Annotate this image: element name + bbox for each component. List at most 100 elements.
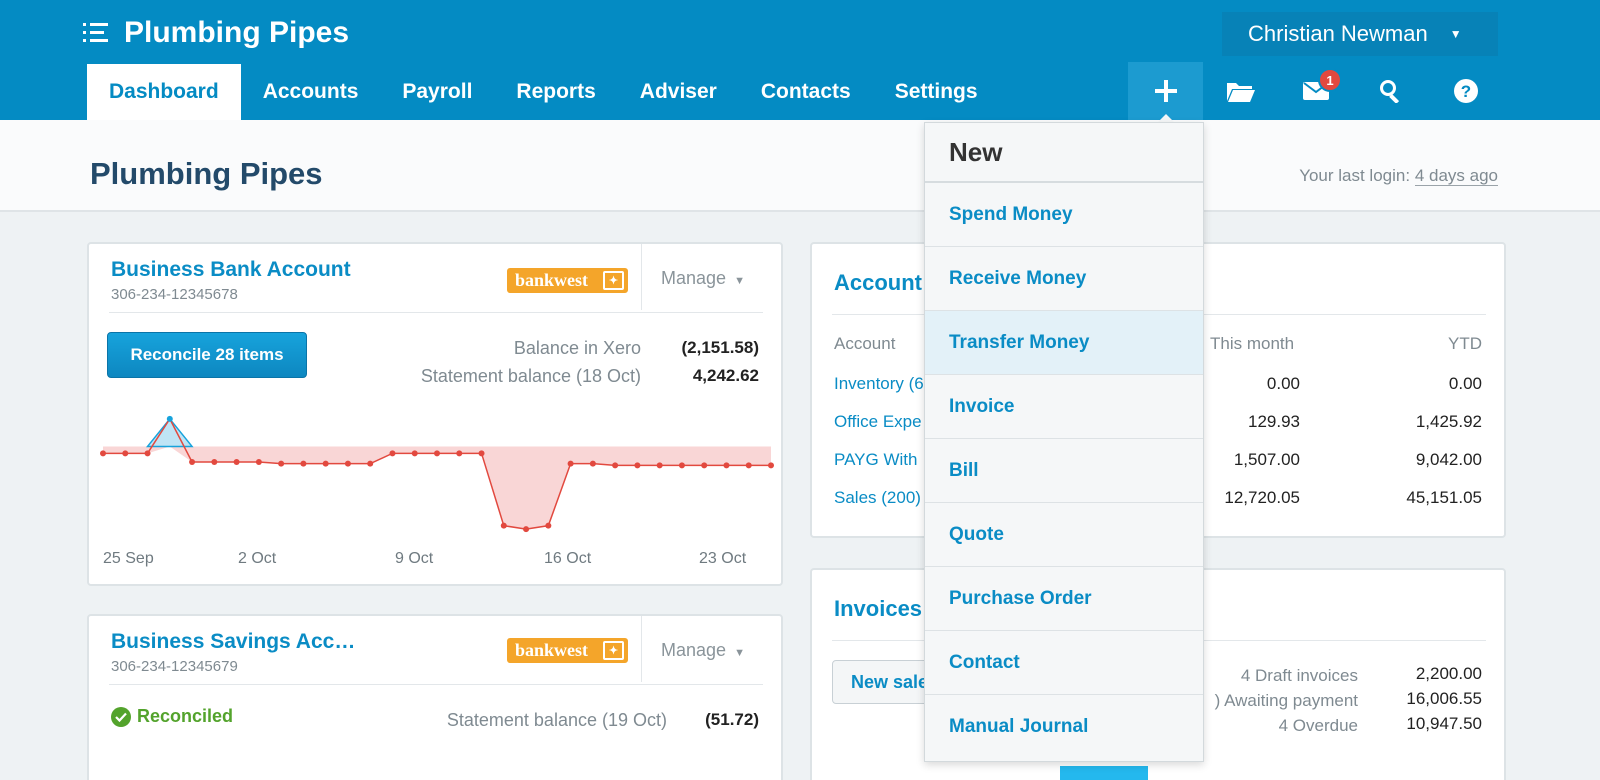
balance-point[interactable] xyxy=(344,460,351,467)
balance-point[interactable] xyxy=(367,460,374,467)
balance-point[interactable] xyxy=(434,450,440,457)
account-ytd-value: 0.00 xyxy=(1448,374,1482,393)
statement-balance-label: Statement balance (19 Oct) xyxy=(446,710,667,730)
last-login-link[interactable]: 4 days ago xyxy=(1414,166,1498,186)
balance-point[interactable] xyxy=(100,450,106,457)
balance-point[interactable] xyxy=(612,462,619,469)
manage-label: Manage xyxy=(661,640,727,660)
balance-point[interactable] xyxy=(278,460,285,467)
main-nav: Dashboard Accounts Payroll Reports Advis… xyxy=(87,64,1000,120)
reconcile-button[interactable]: Reconcile 28 items xyxy=(107,332,307,378)
savings-account-title[interactable]: Business Savings Acc… xyxy=(111,630,356,653)
savings-account-card: Business Savings Acc… 306-234-12345679 b… xyxy=(87,614,783,780)
nav-settings[interactable]: Settings xyxy=(894,80,978,103)
menu-item-invoice[interactable]: Invoice xyxy=(925,375,1203,439)
balance-point[interactable] xyxy=(255,458,262,465)
account-row-link[interactable]: Office Expe xyxy=(834,412,922,431)
page-header: Plumbing Pipes Your last login: 4 days a… xyxy=(0,120,1600,212)
balance-point[interactable] xyxy=(233,458,240,465)
chart-x-tick: 16 Oct xyxy=(544,550,592,567)
search-icon xyxy=(1379,80,1399,103)
user-menu[interactable]: Christian Newman ▼ xyxy=(1222,12,1498,56)
account-ytd-value: 45,151.05 xyxy=(1406,488,1482,507)
chevron-down-icon: ▼ xyxy=(734,647,745,659)
balance-point[interactable] xyxy=(678,462,685,469)
balance-point[interactable] xyxy=(545,522,552,529)
menu-item-spend-money[interactable]: Spend Money xyxy=(925,183,1203,247)
balance-point[interactable] xyxy=(144,450,151,457)
notifications-button[interactable]: 1 xyxy=(1278,62,1353,120)
balance-point[interactable] xyxy=(745,462,752,469)
nav-contacts[interactable]: Contacts xyxy=(760,80,851,103)
menu-item-contact[interactable]: Contact xyxy=(925,631,1203,695)
reconciled-label: Reconciled xyxy=(137,706,234,726)
account-row-link[interactable]: PAYG With xyxy=(834,450,918,469)
new-menu: New Spend Money Receive Money Transfer M… xyxy=(924,122,1204,762)
divider xyxy=(109,312,763,313)
bank-logo: bankwest ✦ xyxy=(507,638,628,663)
balance-xero-value: (2,151.58) xyxy=(681,338,760,357)
balance-point[interactable] xyxy=(122,450,129,457)
balance-point[interactable] xyxy=(523,526,530,533)
search-button[interactable] xyxy=(1353,62,1428,120)
nav-reports[interactable]: Reports xyxy=(516,80,596,103)
manage-dropdown[interactable]: Manage ▼ xyxy=(661,640,745,661)
menu-item-transfer-money[interactable]: Transfer Money xyxy=(925,311,1203,375)
balance-point[interactable] xyxy=(456,450,463,457)
nav-accounts[interactable]: Accounts xyxy=(262,80,359,103)
org-switcher[interactable]: Plumbing Pipes xyxy=(82,8,349,58)
invoices-title: Invoices xyxy=(834,596,923,621)
balance-point[interactable] xyxy=(478,450,485,457)
reconciled-status: Reconciled xyxy=(111,706,233,727)
balance-point[interactable] xyxy=(322,460,329,467)
nav-adviser[interactable]: Adviser xyxy=(639,80,717,103)
manage-dropdown[interactable]: Manage ▼ xyxy=(661,268,745,289)
help-button[interactable]: ? xyxy=(1428,62,1503,120)
balance-point[interactable] xyxy=(567,460,574,467)
account-row-link[interactable]: Inventory (6 xyxy=(834,374,924,393)
balance-point[interactable] xyxy=(701,462,708,469)
balance-point[interactable] xyxy=(723,462,730,469)
balance-point[interactable] xyxy=(189,458,196,465)
nav-payroll[interactable]: Payroll xyxy=(402,80,473,103)
menu-item-manual-journal[interactable]: Manual Journal xyxy=(949,716,1089,737)
balance-point[interactable] xyxy=(300,460,307,467)
menu-item-receive-money[interactable]: Receive Money xyxy=(925,247,1203,311)
top-bar: Plumbing Pipes Christian Newman ▼ Dashbo… xyxy=(0,0,1600,120)
invoice-summary-label[interactable]: 4 Overdue xyxy=(1278,716,1358,735)
org-name[interactable]: Plumbing Pipes xyxy=(124,16,350,49)
balance-point[interactable] xyxy=(656,462,663,469)
bank-account-title[interactable]: Business Bank Account xyxy=(111,258,351,281)
invoice-summary-label[interactable]: ) Awaiting payment xyxy=(1214,691,1358,710)
balance-point[interactable] xyxy=(411,450,418,457)
divider xyxy=(641,244,642,310)
menu-item-bill[interactable]: Bill xyxy=(925,439,1203,503)
account-month-value: 12,720.05 xyxy=(1224,488,1300,507)
bank-logo-icon: ✦ xyxy=(603,641,624,660)
balance-point[interactable] xyxy=(500,522,507,529)
balance-point[interactable] xyxy=(166,415,173,422)
balance-xero-label: Balance in Xero xyxy=(513,338,641,358)
balance-chart xyxy=(100,415,774,533)
negative-area xyxy=(103,446,771,530)
account-row-link[interactable]: Sales (200) xyxy=(834,488,921,507)
balance-point[interactable] xyxy=(589,460,596,467)
svg-text:?: ? xyxy=(1460,82,1470,101)
account-month-value: 0.00 xyxy=(1266,374,1300,393)
nav-dashboard[interactable]: Dashboard xyxy=(87,64,241,120)
divider xyxy=(109,684,763,685)
invoice-summary-label[interactable]: 4 Draft invoices xyxy=(1240,666,1358,685)
balance-point[interactable] xyxy=(634,462,641,469)
menu-item-quote[interactable]: Quote xyxy=(925,503,1203,567)
balance-point[interactable] xyxy=(211,458,218,465)
bank-logo-text: bankwest xyxy=(515,270,589,290)
files-button[interactable] xyxy=(1203,62,1278,120)
balance-point[interactable] xyxy=(768,462,774,469)
user-name: Christian Newman xyxy=(1248,21,1428,46)
menu-item-purchase-order[interactable]: Purchase Order xyxy=(925,567,1203,631)
menu-list-icon[interactable] xyxy=(82,19,110,47)
balance-point[interactable] xyxy=(389,450,396,457)
col-ytd: YTD xyxy=(1448,334,1482,353)
new-button[interactable] xyxy=(1128,62,1203,120)
chart-x-tick: 2 Oct xyxy=(238,550,277,567)
